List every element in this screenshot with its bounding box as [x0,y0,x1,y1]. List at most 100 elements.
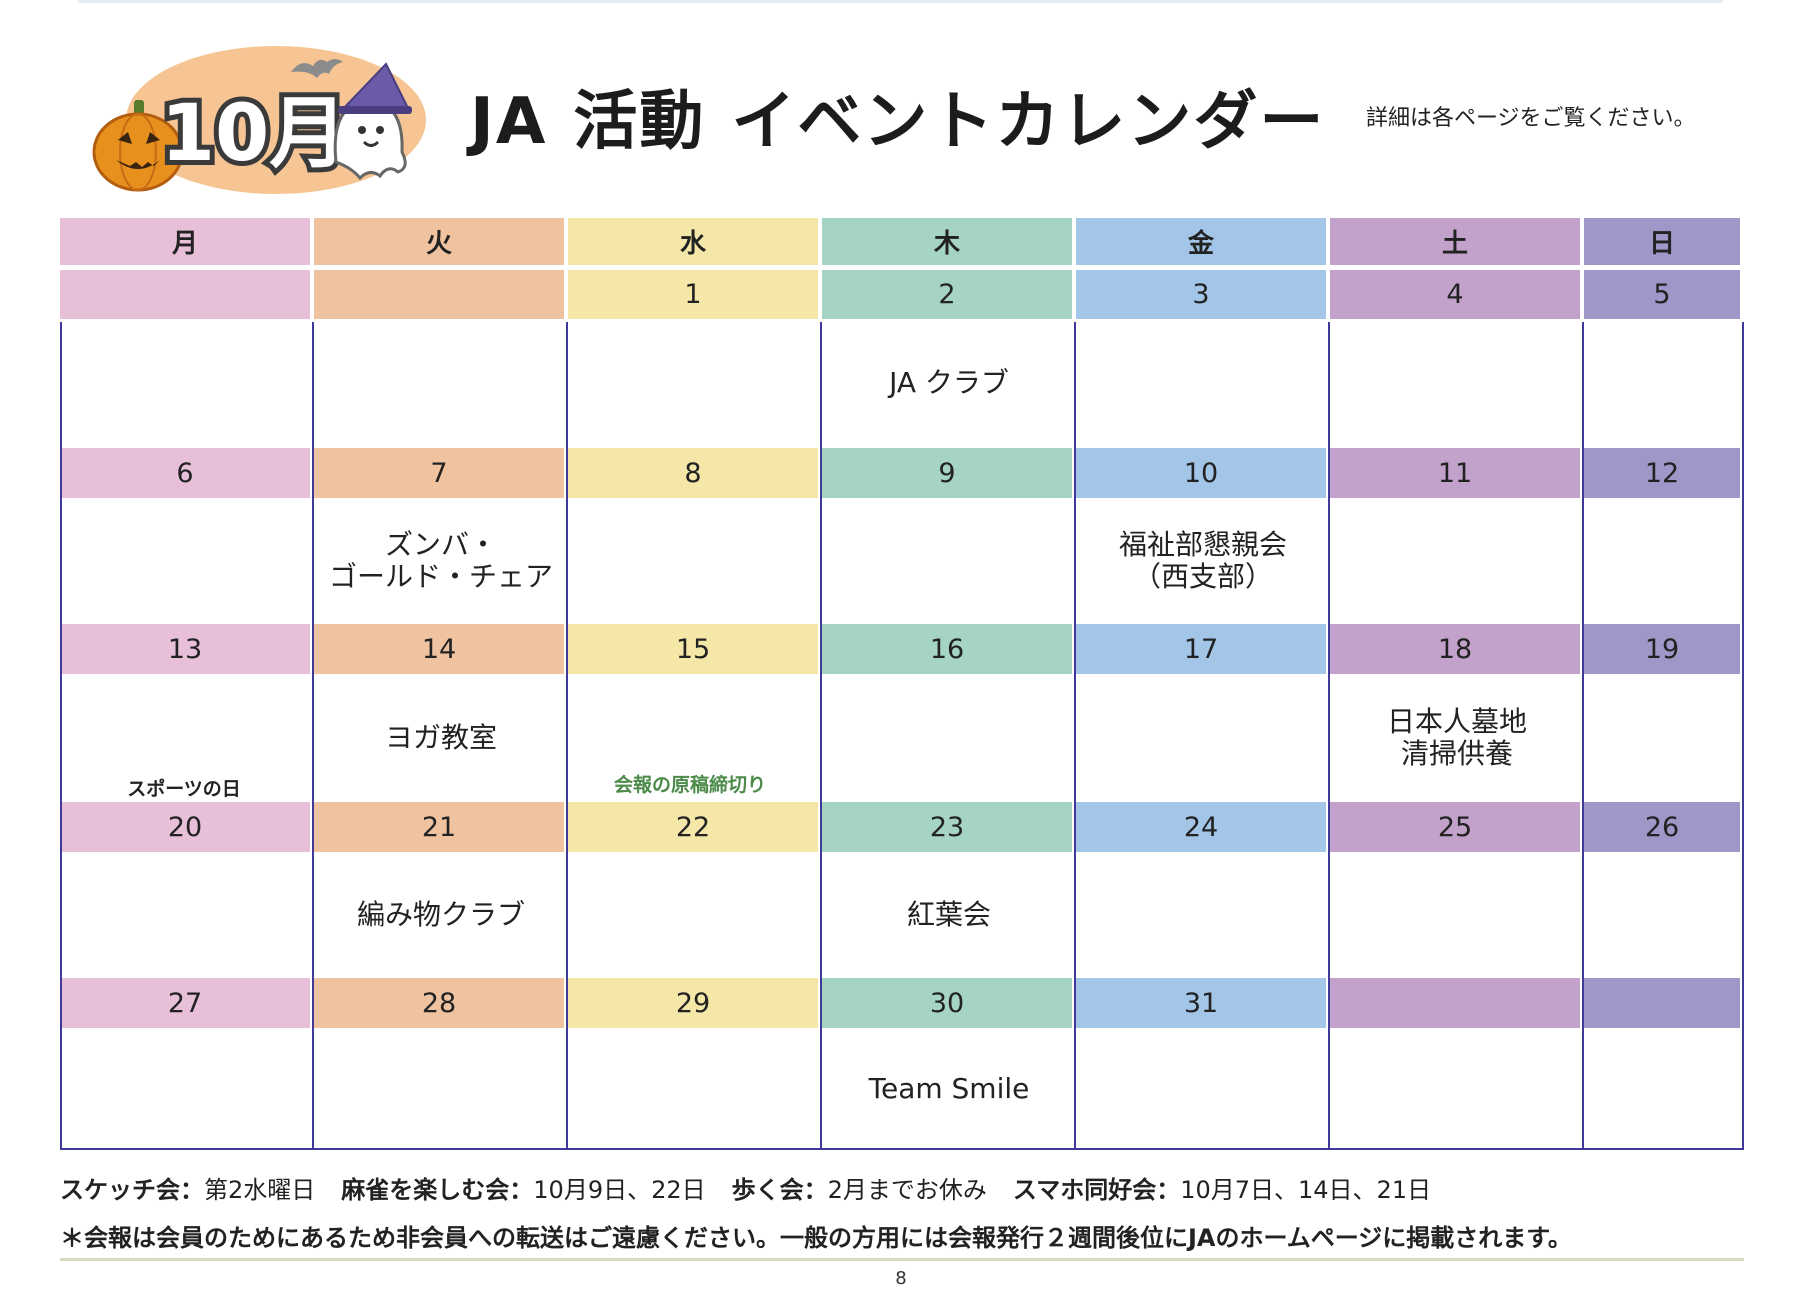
weekday-header: 火 [314,218,564,265]
event-cell [1076,674,1330,802]
event-cell: 日本人墓地 清掃供養 [1330,674,1584,802]
event-cell [822,674,1076,802]
event-cell: ズンバ・ ゴールド・チェア [314,498,568,624]
day-number-cell [60,270,310,319]
grid-line [60,322,62,1150]
details-note: 詳細は各ページをご覧ください。 [1366,106,1696,131]
grid-line [1582,322,1584,1150]
day-number-cell: 17 [1076,624,1326,674]
event-cell: 編み物クラブ [314,852,568,978]
event-cell [1330,852,1584,978]
grid-line [312,322,314,1150]
club-name: スケッチ会： [60,1176,204,1204]
event-cell: 紅葉会 [822,852,1076,978]
day-number-cell: 23 [822,802,1072,852]
event-cell: 福祉部懇親会 （西支部） [1076,498,1330,624]
event-text: 編み物クラブ [356,897,525,931]
grid-line [1074,322,1076,1150]
grid-line [566,322,568,1150]
club-name: 麻雀を楽しむ会： [341,1176,534,1204]
title-main: 活動 [573,85,706,159]
pumpkin-icon [92,100,184,192]
day-number-cell: 26 [1584,802,1740,852]
event-cell [1330,498,1584,624]
day-number-cell: 4 [1330,270,1580,319]
weekday-header: 土 [1330,218,1580,265]
event-cell [568,319,822,448]
deadline-label: 会報の原稿締切り [613,774,767,796]
event-text: JA クラブ [889,366,1009,400]
event-cell [1584,674,1744,802]
bat-icon [291,59,343,78]
club-schedule: 第2水曜日 [204,1176,316,1204]
holiday-label: スポーツの日 [127,778,241,800]
event-cell [314,1028,568,1150]
grid-line [60,1148,1744,1150]
event-text: ヨガ教室 [384,720,497,754]
day-number-cell: 1 [568,270,818,319]
club-schedule: 10月7日、14日、21日 [1180,1176,1432,1204]
event-text: ゴールド・チェア [328,560,553,593]
event-cell [568,1028,822,1150]
event-cell [1584,1028,1744,1150]
event-cell [1330,1028,1584,1150]
event-text: 紅葉会 [906,897,991,931]
club-name: スマホ同好会： [1012,1176,1181,1204]
day-number-cell: 28 [314,978,564,1028]
day-number-cell [1330,978,1580,1028]
event-cell [568,852,822,978]
day-number-cell [314,270,564,319]
event-cell [1076,319,1330,448]
weekday-header: 日 [1584,218,1740,265]
event-cell [1584,319,1744,448]
event-cell [314,319,568,448]
day-number-cell: 18 [1330,624,1580,674]
event-text: 清掃供養 [1400,737,1513,770]
event-text: （西支部） [1132,560,1273,593]
event-cell [1330,319,1584,448]
club-schedule: 10月9日、22日 [533,1176,706,1204]
footer-rule [60,1258,1744,1261]
day-number-cell: 31 [1076,978,1326,1028]
grid-line [820,322,822,1150]
day-number-cell: 15 [568,624,818,674]
day-number-cell: 5 [1584,270,1740,319]
ghost-icon [333,62,412,181]
event-cell [60,319,314,448]
day-number-cell: 20 [60,802,310,852]
event-cell [60,498,314,624]
day-number-cell: 13 [60,624,310,674]
day-number-cell [1584,978,1740,1028]
day-number-cell: 12 [1584,448,1740,498]
club-name: 歩く会： [731,1176,828,1204]
club-schedule-line: スケッチ会：第2水曜日 麻雀を楽しむ会：10月9日、22日 歩く会：2月までお休みス… [60,1170,1431,1205]
event-cell [1076,1028,1330,1150]
top-rule [78,0,1723,3]
day-number-cell: 29 [568,978,818,1028]
day-number-cell: 27 [60,978,310,1028]
day-number-cell: 22 [568,802,818,852]
page-number: 8 [895,1268,907,1289]
title-sub: イベントカレンダー [731,85,1326,159]
day-number-cell: 19 [1584,624,1740,674]
day-number-cell: 16 [822,624,1072,674]
weekday-header: 水 [568,218,818,265]
event-cell [60,852,314,978]
day-number-cell: 7 [314,448,564,498]
month-badge-text: 10月 [161,89,348,179]
grid-line [1328,322,1330,1150]
day-number-cell: 14 [314,624,564,674]
event-cell [822,498,1076,624]
event-cell: Team Smile [822,1028,1076,1150]
event-text: 日本人墓地 [1386,704,1527,738]
day-number-cell: 8 [568,448,818,498]
event-text: Team Smile [868,1071,1030,1105]
weekday-header: 月 [60,218,310,265]
grid-line [1742,322,1744,1150]
newsletter-notice: ＊会報は会員のためにあるため非会員への転送はご遠慮ください。一般の方用には会報発… [60,1224,1572,1252]
weekday-header: 木 [822,218,1072,265]
event-cell: ヨガ教室 [314,674,568,802]
event-calendar: 月火水木金土日 1 2 3 4 5 JA クラブ 6 7 8 9 10 11 12 ズンバ・ ゴールド・チェア… [60,218,1744,1150]
event-text: 福祉部懇親会 [1118,527,1287,561]
club-schedule: 2月までお休み [827,1176,987,1204]
